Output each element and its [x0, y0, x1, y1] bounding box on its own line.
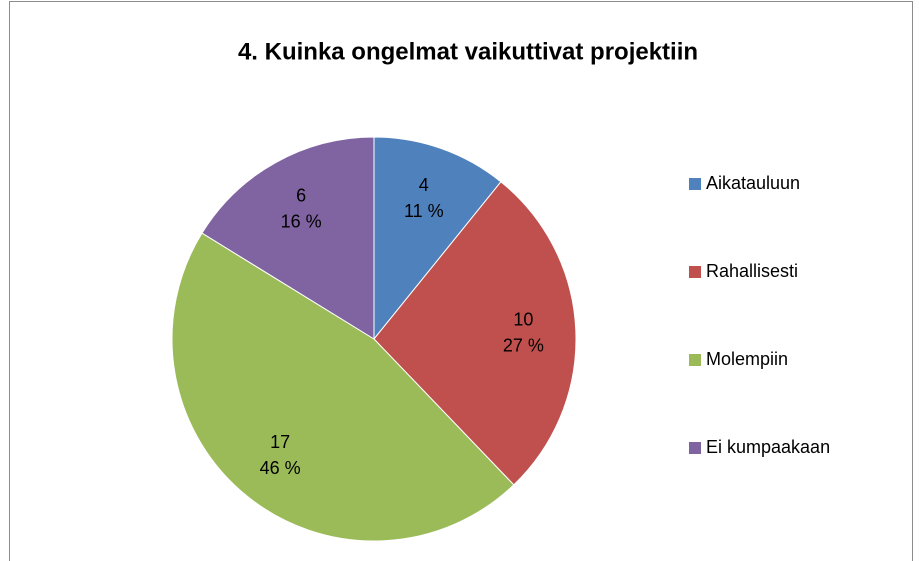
- percent-label: 11 %: [404, 201, 444, 221]
- legend-label: Rahallisesti: [706, 261, 798, 281]
- percent-label: 46 %: [260, 458, 301, 478]
- data-label: 6: [296, 185, 306, 205]
- legend-swatch: [689, 178, 701, 190]
- pie-slice: [201, 136, 375, 340]
- legend-swatch: [689, 266, 701, 278]
- percent-label: 16 %: [281, 211, 322, 231]
- percent-label: 27 %: [503, 335, 544, 355]
- legend-label: Ei kumpaakaan: [706, 437, 830, 457]
- legend-label: Aikatauluun: [706, 173, 800, 193]
- data-label: 17: [270, 432, 290, 452]
- legend-label: Molempiin: [706, 349, 788, 369]
- legend-swatch: [689, 442, 701, 454]
- pie-slice: [373, 136, 502, 341]
- chart-title: 4. Kuinka ongelmat vaikuttivat projektii…: [238, 38, 698, 65]
- pie-slice: [171, 232, 515, 542]
- data-label: 10: [513, 309, 533, 329]
- legend-swatch: [689, 354, 701, 366]
- data-label: 4: [419, 175, 429, 195]
- pie-slice: [373, 181, 577, 486]
